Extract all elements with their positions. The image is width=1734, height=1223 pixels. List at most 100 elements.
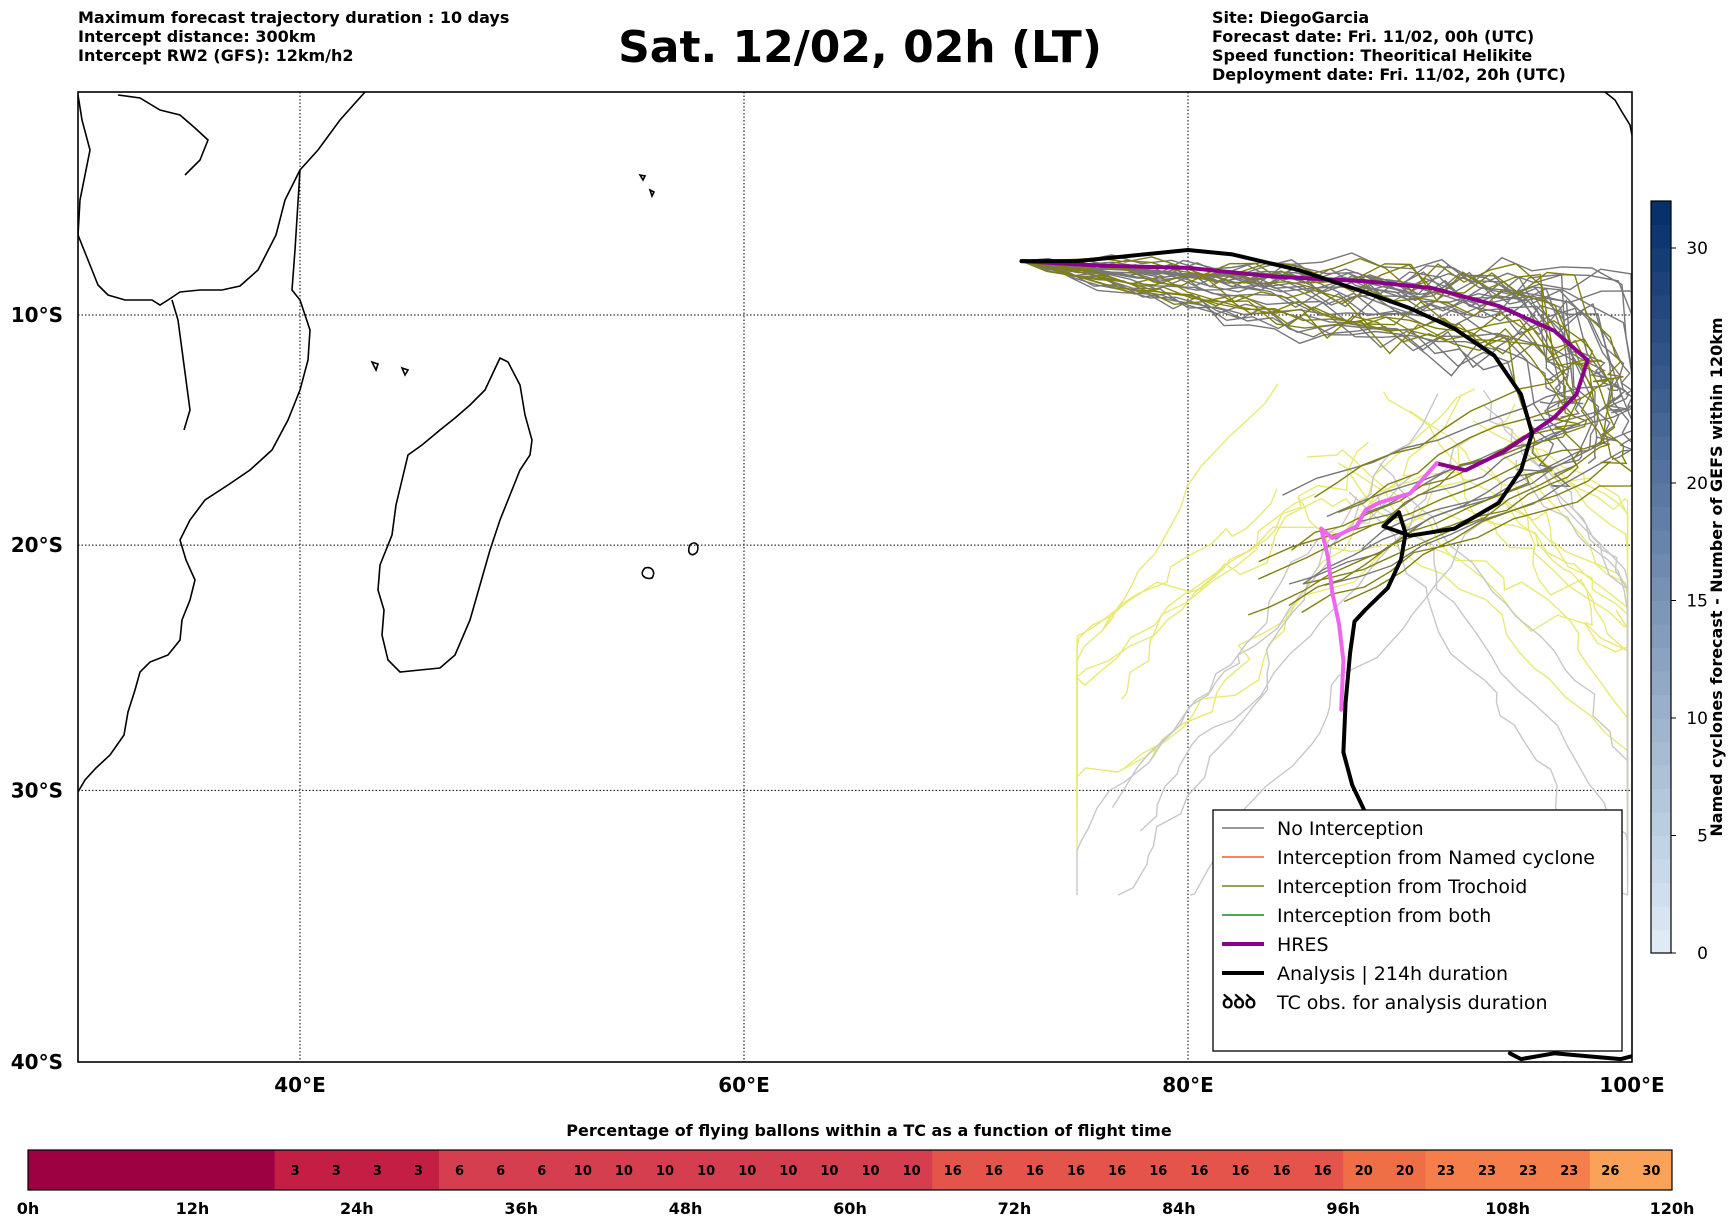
timeline-cells: 3 3 3 3 6 6 6 10 10 10 10 10 10 10 10 10 16 16 16 16 16 16 16 1… bbox=[28, 1150, 1673, 1190]
trajectory-gray bbox=[1021, 257, 1600, 585]
timeline-cell bbox=[521, 1150, 563, 1190]
colorbar-cells bbox=[1651, 201, 1671, 954]
timeline-tick-label: 0h bbox=[17, 1199, 40, 1218]
legend-label: Interception from Named cyclone bbox=[1277, 847, 1595, 869]
timeline-cell bbox=[315, 1150, 358, 1190]
timeline-tick-label: 60h bbox=[833, 1199, 867, 1218]
x-tick-label: 80°E bbox=[1162, 1073, 1214, 1097]
timeline-cell-label: 16 bbox=[1026, 1164, 1044, 1179]
timeline-cell bbox=[1466, 1150, 1509, 1190]
legend-label: Analysis | 214h duration bbox=[1277, 963, 1508, 985]
timeline-tick-label: 96h bbox=[1326, 1199, 1360, 1218]
timeline-cell-label: 16 bbox=[985, 1164, 1003, 1179]
timeline-cell bbox=[1219, 1150, 1262, 1190]
colorbar-cell bbox=[1651, 906, 1671, 930]
y-tick-label: 40°S bbox=[11, 1050, 63, 1074]
timeline-cell bbox=[1384, 1150, 1426, 1190]
timeline-cell bbox=[644, 1150, 687, 1190]
colorbar-tick-label: 10 bbox=[1686, 709, 1708, 729]
y-tick-label: 30°S bbox=[11, 778, 63, 802]
colorbar-ticks: 0 5 10 15 20 30 bbox=[1671, 239, 1708, 964]
timeline-cell-label: 23 bbox=[1478, 1164, 1496, 1179]
colorbar-cell bbox=[1651, 342, 1671, 366]
timeline-cell bbox=[480, 1150, 522, 1190]
timeline-cell-label: 23 bbox=[1519, 1164, 1537, 1179]
timeline-cell-label: 6 bbox=[496, 1164, 505, 1179]
colorbar-tick-label: 15 bbox=[1686, 592, 1708, 612]
trajectory-lightgray bbox=[1076, 496, 1358, 896]
colorbar-cell bbox=[1651, 412, 1671, 437]
colorbar-cell bbox=[1651, 694, 1671, 719]
x-tick-label: 100°E bbox=[1599, 1073, 1664, 1097]
colorbar-cell bbox=[1651, 365, 1671, 390]
colorbar-cell bbox=[1651, 929, 1671, 954]
timeline-cell-label: 3 bbox=[332, 1164, 341, 1179]
colorbar-cell bbox=[1651, 436, 1671, 460]
timeline-cell-label: 10 bbox=[903, 1164, 921, 1179]
map-x-ticks: 40°E 60°E 80°E 100°E bbox=[274, 1073, 1664, 1097]
trajectories-trochoid bbox=[1021, 256, 1632, 616]
header-line-duration: Maximum forecast trajectory duration : 1… bbox=[78, 8, 510, 27]
legend: No Interception Interception from Named c… bbox=[1212, 809, 1623, 1052]
timeline-cell bbox=[1425, 1150, 1467, 1190]
trajectory-olive bbox=[1021, 258, 1606, 580]
timeline-cell-label: 3 bbox=[373, 1164, 382, 1179]
trajectory-lightgray bbox=[1379, 463, 1629, 887]
colorbar-cell bbox=[1651, 647, 1671, 672]
colorbar-cell bbox=[1651, 835, 1671, 860]
timeline-cell bbox=[767, 1150, 810, 1190]
colorbar-cell bbox=[1651, 530, 1671, 554]
legend-label: Interception from both bbox=[1277, 905, 1491, 927]
colorbar-tick-label: 20 bbox=[1686, 474, 1708, 494]
timeline-cell-label: 26 bbox=[1601, 1164, 1619, 1179]
colorbar-cell bbox=[1651, 553, 1671, 578]
timeline-cell-label: 30 bbox=[1642, 1164, 1660, 1179]
timeline-cell bbox=[932, 1150, 974, 1190]
timeline-cell bbox=[28, 1150, 70, 1190]
timeline-tick-label: 12h bbox=[176, 1199, 210, 1218]
coastline-madagascar bbox=[377, 356, 533, 673]
timeline-bar: Percentage of flying ballons within a TC… bbox=[17, 1121, 1695, 1218]
map-y-ticks: 10°S 20°S 30°S 40°S bbox=[11, 303, 63, 1074]
island-reunion bbox=[641, 566, 655, 580]
trajectory-yellow bbox=[1122, 394, 1463, 770]
coastline-arabia-tip bbox=[117, 94, 209, 176]
series-hres bbox=[1019, 259, 1590, 473]
colorbar-cell bbox=[1651, 389, 1671, 413]
legend-box bbox=[1212, 809, 1623, 1052]
colorbar-cell bbox=[1651, 671, 1671, 695]
header-line-intercept-rw2: Intercept RW2 (GFS): 12km/h2 bbox=[78, 46, 354, 65]
timeline-cell bbox=[1178, 1150, 1221, 1190]
timeline-cell bbox=[603, 1150, 645, 1190]
trajectory-olive bbox=[1021, 260, 1581, 551]
trajectory-olive bbox=[1021, 260, 1624, 513]
colorbar-cell bbox=[1651, 624, 1671, 648]
timeline-cell-label: 6 bbox=[455, 1164, 464, 1179]
main-series bbox=[1019, 248, 1632, 1062]
legend-items: No Interception Interception from Named c… bbox=[1222, 818, 1595, 1014]
colorbar-tick-label: 30 bbox=[1686, 239, 1708, 259]
legend-label: Interception from Trochoid bbox=[1277, 876, 1527, 898]
colorbar: 0 5 10 15 20 30 Named cyclones forecast - Num… bbox=[1650, 200, 1726, 964]
header-line-intercept-distance: Intercept distance: 300km bbox=[78, 27, 317, 46]
timeline-cell bbox=[439, 1150, 481, 1190]
x-tick-label: 40°E bbox=[274, 1073, 326, 1097]
colorbar-cell bbox=[1651, 718, 1671, 742]
timeline-cell bbox=[685, 1150, 728, 1190]
header-line-deployment-date: Deployment date: Fri. 11/02, 20h (UTC) bbox=[1212, 65, 1566, 84]
header-info-right: Site: DiegoGarcia Forecast date: Fri. 11… bbox=[1212, 8, 1566, 84]
timeline-tick-label: 72h bbox=[998, 1199, 1032, 1218]
header-line-site: Site: DiegoGarcia bbox=[1212, 8, 1370, 27]
timeline-cell bbox=[562, 1150, 604, 1190]
timeline-cell-label: 16 bbox=[1314, 1164, 1332, 1179]
coastline-africa bbox=[78, 92, 366, 793]
timeline-cell-label: 10 bbox=[738, 1164, 756, 1179]
trajectory-lightgray bbox=[1111, 393, 1439, 808]
y-tick-label: 20°S bbox=[11, 533, 63, 557]
timeline-cell bbox=[356, 1150, 399, 1190]
timeline-tick-label: 48h bbox=[669, 1199, 703, 1218]
series-analysis-214h-duration bbox=[1019, 248, 1535, 871]
colorbar-tick-label: 0 bbox=[1697, 944, 1708, 964]
island-mozambique-coast bbox=[171, 299, 191, 431]
timeline-cell-label: 16 bbox=[1067, 1164, 1085, 1179]
